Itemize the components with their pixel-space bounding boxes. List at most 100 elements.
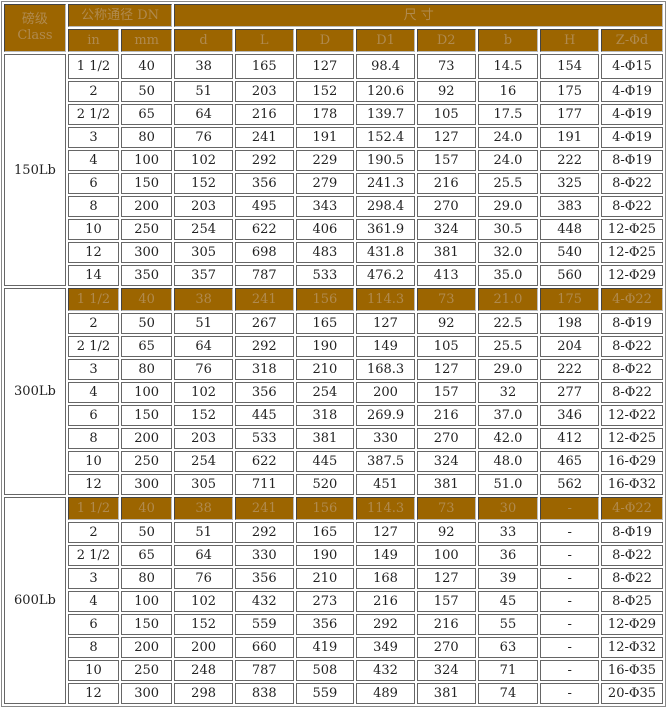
table-cell: 222 [540, 359, 599, 380]
table-cell: 64 [174, 336, 233, 357]
table-cell: 445 [295, 451, 355, 472]
table-cell: 495 [234, 196, 294, 217]
nominal-size-in-cell: 6 [67, 614, 120, 635]
table-cell: 92 [416, 522, 476, 543]
table-cell: 216 [234, 104, 294, 125]
nominal-size-in-cell: 8 [67, 196, 120, 217]
table-cell: 157 [416, 591, 476, 612]
nominal-size-in-cell: 2 1/2 [67, 336, 120, 357]
table-cell: 350 [121, 265, 173, 286]
nominal-size-in-cell: 2 1/2 [67, 545, 120, 566]
table-row: 12 300 305 711 520 451 381 51.0 562 16-Φ32 [4, 474, 663, 495]
nominal-size-in-cell: 4 [67, 382, 120, 403]
table-cell: 21.0 [477, 288, 539, 311]
table-row: 4 100 102 292 229 190.5 157 24.0 222 8-Φ19 [4, 150, 663, 171]
table-cell: 37.0 [477, 405, 539, 426]
table-row: 2 1/2 65 64 330 190 149 100 36-8-Φ22 [4, 545, 663, 566]
table-cell: 65 [121, 545, 173, 566]
table-cell: 520 [295, 474, 355, 495]
table-cell: 216 [416, 614, 476, 635]
in-header: in [67, 29, 120, 52]
table-cell: 254 [174, 451, 233, 472]
table-cell: 8-Φ19 [601, 150, 663, 171]
table-row: 10 250 254 622 406 361.9 324 30.5 448 12-Φ25 [4, 219, 663, 240]
table-cell: 381 [416, 242, 476, 263]
table-cell: 177 [540, 104, 599, 125]
nominal-size-in-cell: 10 [67, 451, 120, 472]
table-cell: 300 [121, 242, 173, 263]
nominal-size-in-cell: 1 1/2 [67, 288, 120, 311]
table-cell: 22.5 [477, 313, 539, 334]
table-cell: 30.5 [477, 219, 539, 240]
table-cell: 559 [295, 683, 355, 704]
table-cell: 65 [121, 104, 173, 125]
table-cell: 273 [295, 591, 355, 612]
table-cell: 413 [416, 265, 476, 286]
table-cell: 787 [234, 265, 294, 286]
table-cell: 200 [174, 637, 233, 658]
table-row: 10 250 254 622 445 387.5 324 48.0 465 16-Φ29 [4, 451, 663, 472]
table-cell: 254 [295, 382, 355, 403]
table-cell: 29.0 [477, 359, 539, 380]
table-cell: 216 [356, 591, 415, 612]
table-cell: 165 [234, 54, 294, 79]
table-cell: 16-Φ29 [601, 451, 663, 472]
nominal-size-in-cell: 6 [67, 173, 120, 194]
table-cell: 483 [295, 242, 355, 263]
table-cell: 102 [174, 150, 233, 171]
table-cell: 267 [234, 313, 294, 334]
table-cell: 305 [174, 474, 233, 495]
table-cell: 559 [234, 614, 294, 635]
nominal-size-in-cell: 3 [67, 359, 120, 380]
table-cell: 24.0 [477, 150, 539, 171]
col-header-0: d [174, 29, 233, 52]
table-cell: 16 [477, 81, 539, 102]
table-cell: 20-Φ35 [601, 683, 663, 704]
table-cell: - [540, 660, 599, 681]
table-cell: 16-Φ32 [601, 474, 663, 495]
table-cell: 25.5 [477, 173, 539, 194]
table-cell: 300 [121, 683, 173, 704]
table-cell: 229 [295, 150, 355, 171]
table-cell: 838 [234, 683, 294, 704]
table-cell: 100 [416, 545, 476, 566]
table-cell: 50 [121, 522, 173, 543]
table-cell: 80 [121, 568, 173, 589]
table-cell: 269.9 [356, 405, 415, 426]
table-cell: 127 [356, 522, 415, 543]
table-cell: 318 [234, 359, 294, 380]
nominal-size-in-cell: 6 [67, 405, 120, 426]
table-cell: 330 [356, 428, 415, 449]
table-cell: 190 [295, 336, 355, 357]
col-header-7: Z-Φd [601, 29, 663, 52]
table-cell: 8-Φ19 [601, 313, 663, 334]
table-cell: 241 [234, 288, 294, 311]
table-cell: 383 [540, 196, 599, 217]
table-cell: 622 [234, 219, 294, 240]
table-cell: 127 [416, 127, 476, 148]
col-header-5: b [477, 29, 539, 52]
table-cell: - [540, 497, 599, 520]
table-cell: 168.3 [356, 359, 415, 380]
table-cell: 343 [295, 196, 355, 217]
nominal-size-in-cell: 12 [67, 242, 120, 263]
mm-header: mm [121, 29, 173, 52]
table-cell: 51.0 [477, 474, 539, 495]
table-cell: 191 [540, 127, 599, 148]
table-cell: 38 [174, 288, 233, 311]
table-cell: 419 [295, 637, 355, 658]
table-cell: 40 [121, 288, 173, 311]
table-cell: - [540, 683, 599, 704]
table-cell: 51 [174, 81, 233, 102]
table-cell: 12-Φ29 [601, 265, 663, 286]
table-cell: 12-Φ25 [601, 219, 663, 240]
table-cell: 698 [234, 242, 294, 263]
table-row: 3 80 76 241 191 152.4 127 24.0 191 4-Φ19 [4, 127, 663, 148]
table-cell: 102 [174, 382, 233, 403]
table-cell: 660 [234, 637, 294, 658]
table-cell: 120.6 [356, 81, 415, 102]
table-row: 6 150 152 445 318 269.9 216 37.0 346 12-Φ22 [4, 405, 663, 426]
table-row: 3 80 76 356 210 168 127 39-8-Φ22 [4, 568, 663, 589]
table-cell: 533 [234, 428, 294, 449]
table-cell: 381 [295, 428, 355, 449]
